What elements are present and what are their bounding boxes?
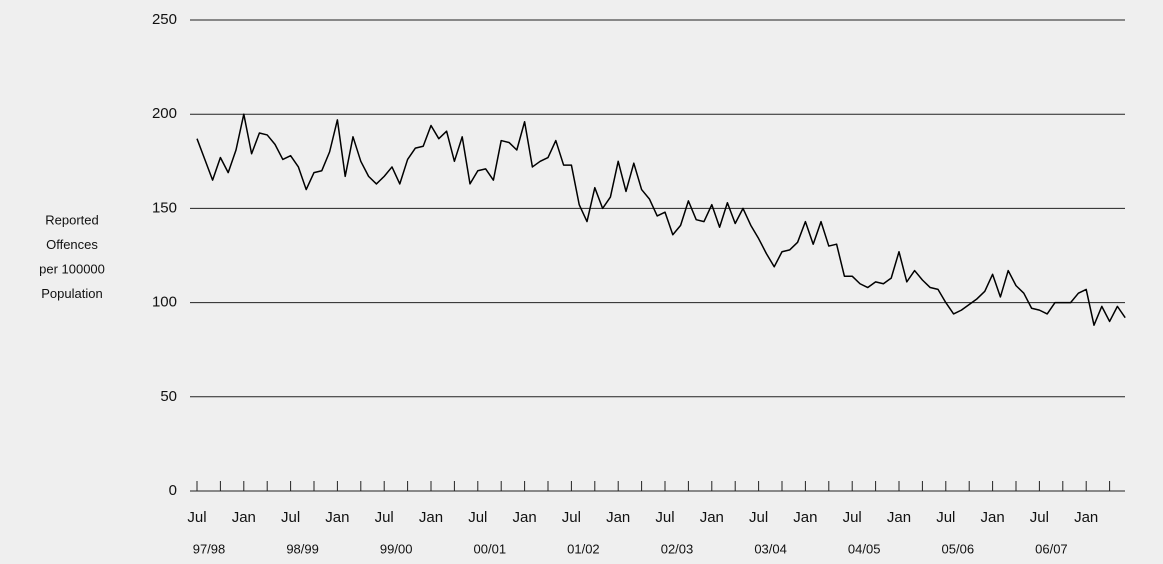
- x-group-label: 98/99: [286, 541, 319, 556]
- x-tick-label: Jan: [419, 509, 443, 526]
- x-group-label: 01/02: [567, 541, 600, 556]
- x-tick-label: Jul: [187, 509, 206, 526]
- x-tick-label: Jul: [749, 509, 768, 526]
- x-tick-label: Jan: [325, 509, 349, 526]
- x-tick-label: Jan: [700, 509, 724, 526]
- y-tick-label: 150: [152, 199, 177, 216]
- x-group-label: 97/98: [193, 541, 226, 556]
- y-tick-label: 100: [152, 294, 177, 311]
- x-group-label: 99/00: [380, 541, 413, 556]
- y-tick-label: 200: [152, 105, 177, 122]
- x-tick-label: Jul: [843, 509, 862, 526]
- x-tick-label: Jul: [375, 509, 394, 526]
- x-tick-label: Jul: [281, 509, 300, 526]
- x-tick-label: Jul: [468, 509, 487, 526]
- y-axis-label: per 100000: [39, 261, 105, 276]
- x-tick-label: Jul: [936, 509, 955, 526]
- x-tick-label: Jan: [887, 509, 911, 526]
- y-tick-label: 50: [160, 388, 177, 405]
- y-tick-label: 0: [169, 482, 177, 499]
- x-group-label: 00/01: [474, 541, 507, 556]
- x-group-label: 02/03: [661, 541, 694, 556]
- x-group-label: 06/07: [1035, 541, 1068, 556]
- y-axis-label: Population: [41, 286, 102, 301]
- x-tick-label: Jul: [562, 509, 581, 526]
- data-line: [196, 113, 1126, 326]
- x-tick-label: Jan: [513, 509, 537, 526]
- x-tick-label: Jul: [655, 509, 674, 526]
- x-tick-label: Jul: [1030, 509, 1049, 526]
- y-axis-label: Offences: [46, 237, 98, 252]
- x-tick-label: Jan: [793, 509, 817, 526]
- x-group-label: 05/06: [942, 541, 975, 556]
- x-tick-label: Jan: [981, 509, 1005, 526]
- x-group-label: 04/05: [848, 541, 881, 556]
- x-tick-label: Jan: [1074, 509, 1098, 526]
- x-tick-label: Jan: [606, 509, 630, 526]
- y-tick-label: 250: [152, 11, 177, 28]
- x-tick-label: Jan: [232, 509, 256, 526]
- y-axis-label: Reported: [45, 212, 98, 227]
- x-group-label: 03/04: [754, 541, 787, 556]
